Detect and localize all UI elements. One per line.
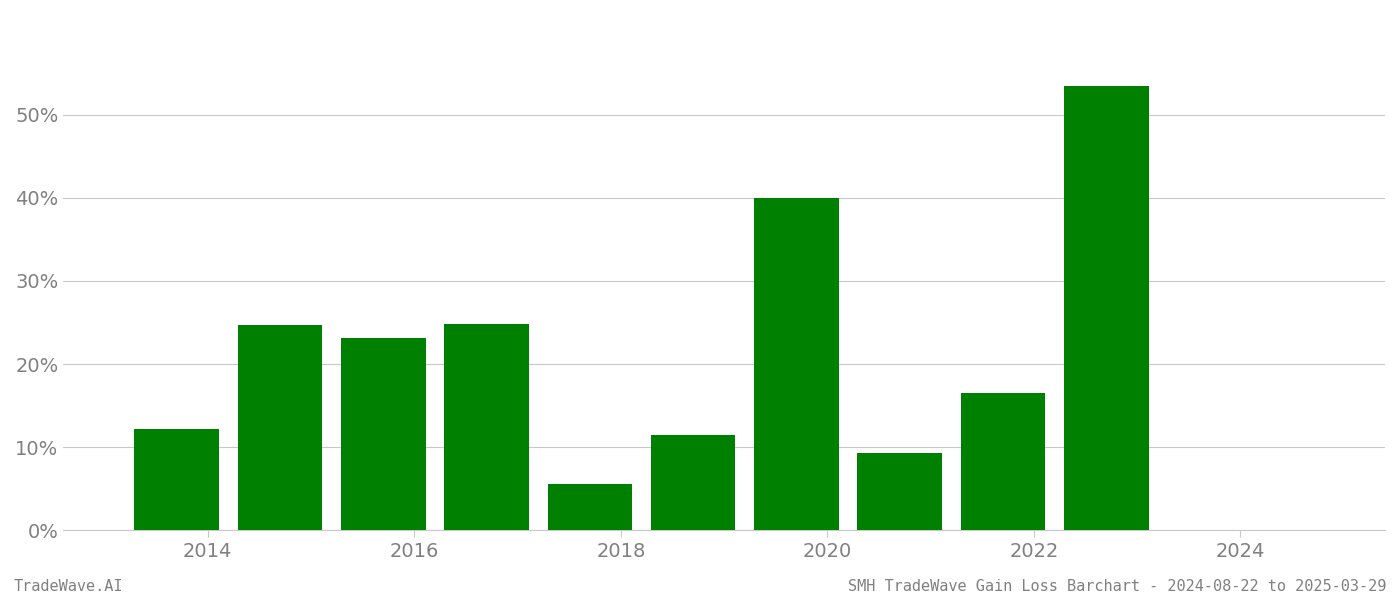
Bar [547, 484, 633, 530]
Bar [1064, 86, 1148, 530]
Bar [857, 453, 942, 530]
Bar [134, 429, 220, 530]
Bar [755, 198, 839, 530]
Text: TradeWave.AI: TradeWave.AI [14, 579, 123, 594]
Bar [342, 338, 426, 530]
Bar [651, 434, 735, 530]
Bar [238, 325, 322, 530]
Text: SMH TradeWave Gain Loss Barchart - 2024-08-22 to 2025-03-29: SMH TradeWave Gain Loss Barchart - 2024-… [847, 579, 1386, 594]
Bar [444, 324, 529, 530]
Bar [960, 393, 1046, 530]
